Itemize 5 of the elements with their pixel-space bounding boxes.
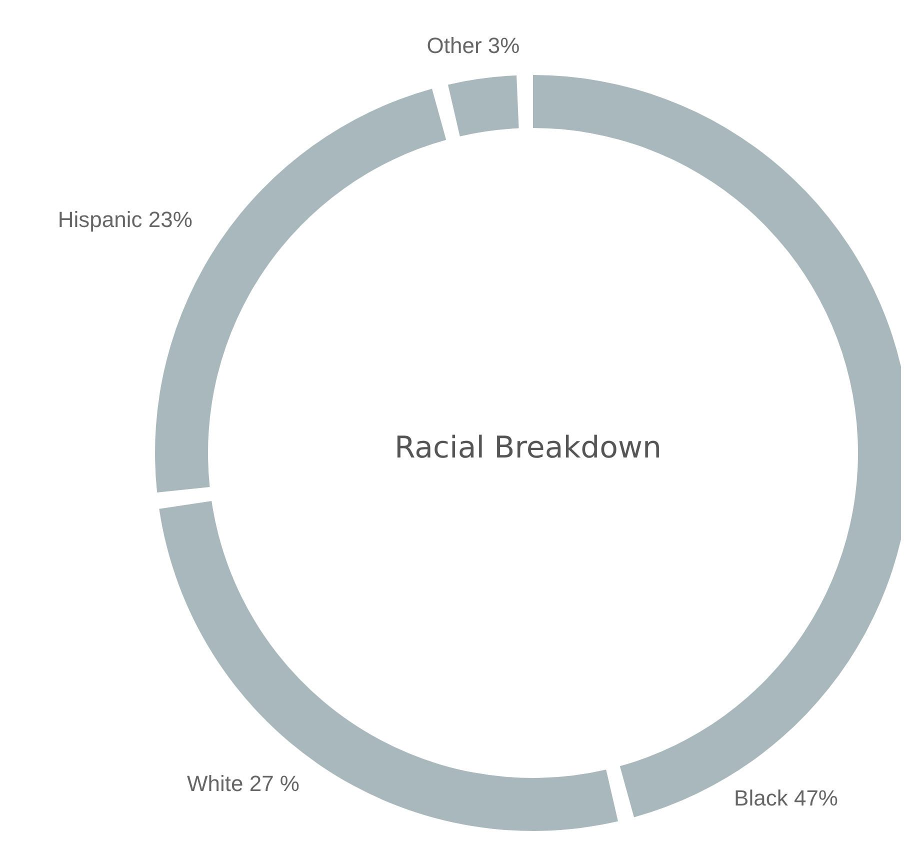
slice-label: White 27 %	[187, 771, 300, 796]
slice-label: Hispanic 23%	[58, 207, 192, 232]
text: Racial Breakdown	[394, 430, 662, 466]
slice-label: Black 47%	[734, 785, 838, 810]
slice-label: Other 3%	[426, 33, 520, 58]
